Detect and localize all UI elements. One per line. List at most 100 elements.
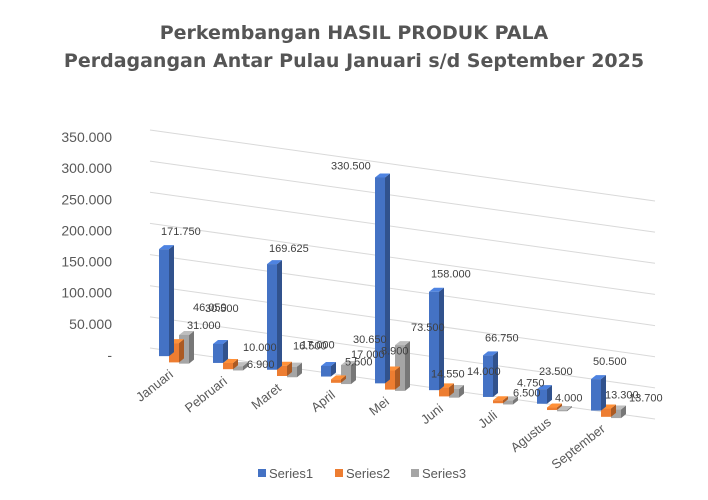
bar-side (169, 245, 174, 357)
bar-front (321, 365, 331, 377)
y-tick-label: 150.000 (61, 254, 112, 270)
bar-side (557, 403, 562, 411)
bar-side (331, 361, 336, 377)
data-label: 17.000 (351, 349, 385, 361)
bar-top (267, 260, 282, 265)
bar-front (537, 389, 547, 404)
bar-top (395, 341, 410, 346)
legend-label: Series1 (269, 466, 313, 481)
bar-series1-juni (429, 287, 444, 391)
bar-front (503, 400, 513, 405)
bar-top (213, 339, 228, 344)
x-tick-label: Agustus (508, 414, 555, 455)
bar-front (223, 362, 233, 370)
gridline (149, 222, 656, 295)
bar-side (287, 361, 292, 377)
data-label: 158.000 (431, 269, 471, 281)
y-tick-label: 300.000 (61, 160, 112, 176)
bar-top (537, 385, 552, 390)
y-tick-label: - (107, 347, 112, 363)
bar-front (331, 379, 341, 383)
bar-side (395, 366, 400, 390)
bar-top (547, 403, 562, 408)
y-tick-label: 200.000 (61, 222, 112, 238)
bar-series1-mei (375, 173, 390, 384)
bar-series1-september (591, 375, 606, 411)
bar-front (213, 343, 223, 363)
bar-front (449, 388, 459, 398)
data-label: 30.650 (353, 334, 387, 346)
y-tick-label: 250.000 (61, 191, 112, 207)
bar-front (169, 343, 179, 363)
data-label: 66.750 (485, 332, 519, 344)
bar-front (267, 264, 277, 370)
bar-top (375, 173, 390, 178)
legend-label: Series3 (422, 466, 466, 481)
bar-side (439, 287, 444, 391)
bar-side (513, 396, 518, 405)
bar-top (493, 396, 508, 401)
bar-top (483, 351, 498, 356)
legend-swatch (411, 469, 419, 477)
bar-side (601, 375, 606, 411)
bar-front (493, 400, 503, 404)
bar-side (297, 362, 302, 378)
data-label: 8.900 (381, 346, 409, 358)
data-label: 73.500 (411, 322, 445, 334)
x-tick-label: Mei (366, 394, 392, 419)
x-tick-label: April (308, 387, 338, 415)
bar-series3-agustus (557, 406, 572, 412)
bar-top (331, 375, 346, 380)
bar-series1-april (321, 361, 336, 377)
gridline (149, 160, 656, 233)
data-label: 6.900 (247, 359, 275, 371)
data-label: 17.000 (301, 340, 335, 352)
bar-top (591, 375, 606, 380)
bar-side (449, 383, 454, 397)
gridline (149, 129, 656, 202)
data-label: 50.500 (593, 356, 627, 368)
bar-front (233, 366, 243, 371)
y-tick-label: 350.000 (61, 129, 112, 145)
bar-front (591, 379, 601, 411)
chart-title: Perkembangan HASIL PRODUK PALA (159, 22, 549, 44)
data-label: 13.300 (605, 390, 639, 402)
bar-top (429, 287, 444, 292)
bar-side (547, 385, 552, 404)
data-label: 30.500 (205, 303, 239, 315)
bar-side (493, 351, 498, 397)
bar-top (557, 406, 572, 411)
data-label: 13.700 (629, 393, 663, 405)
bar-series1-pebruari (213, 339, 228, 363)
chart-subtitle: Perdagangan Antar Pulau Januari s/d Sept… (63, 50, 645, 72)
bar-front (341, 364, 351, 385)
bar-top (223, 358, 238, 363)
bar-top (321, 361, 336, 366)
bar-side (503, 396, 508, 404)
legend-swatch (258, 469, 266, 477)
x-tick-label: Juni (418, 401, 446, 428)
bar-front (159, 249, 169, 357)
legend: Series1 Series2 Series3 (258, 466, 466, 481)
x-tick-label: Januari (133, 367, 176, 405)
bar-side (351, 360, 356, 385)
bar-front (375, 177, 385, 384)
bar-top (341, 360, 356, 365)
data-label: 5.500 (345, 356, 373, 368)
bar-series2-pebruari (223, 358, 238, 370)
bar-side (405, 341, 410, 391)
y-tick-label: 100.000 (61, 285, 112, 301)
bar-series2-juli (493, 396, 508, 404)
bar-front (611, 409, 621, 419)
bar-front (557, 410, 567, 412)
bar-side (459, 384, 464, 398)
bar-side (611, 404, 616, 417)
data-label: 171.750 (161, 226, 201, 238)
bar-series2-agustus (547, 403, 562, 411)
bar-top (159, 245, 174, 250)
bar-front (429, 291, 439, 391)
bar-series3-april (341, 360, 356, 385)
bar-front (483, 355, 493, 397)
bar-side (341, 375, 346, 383)
